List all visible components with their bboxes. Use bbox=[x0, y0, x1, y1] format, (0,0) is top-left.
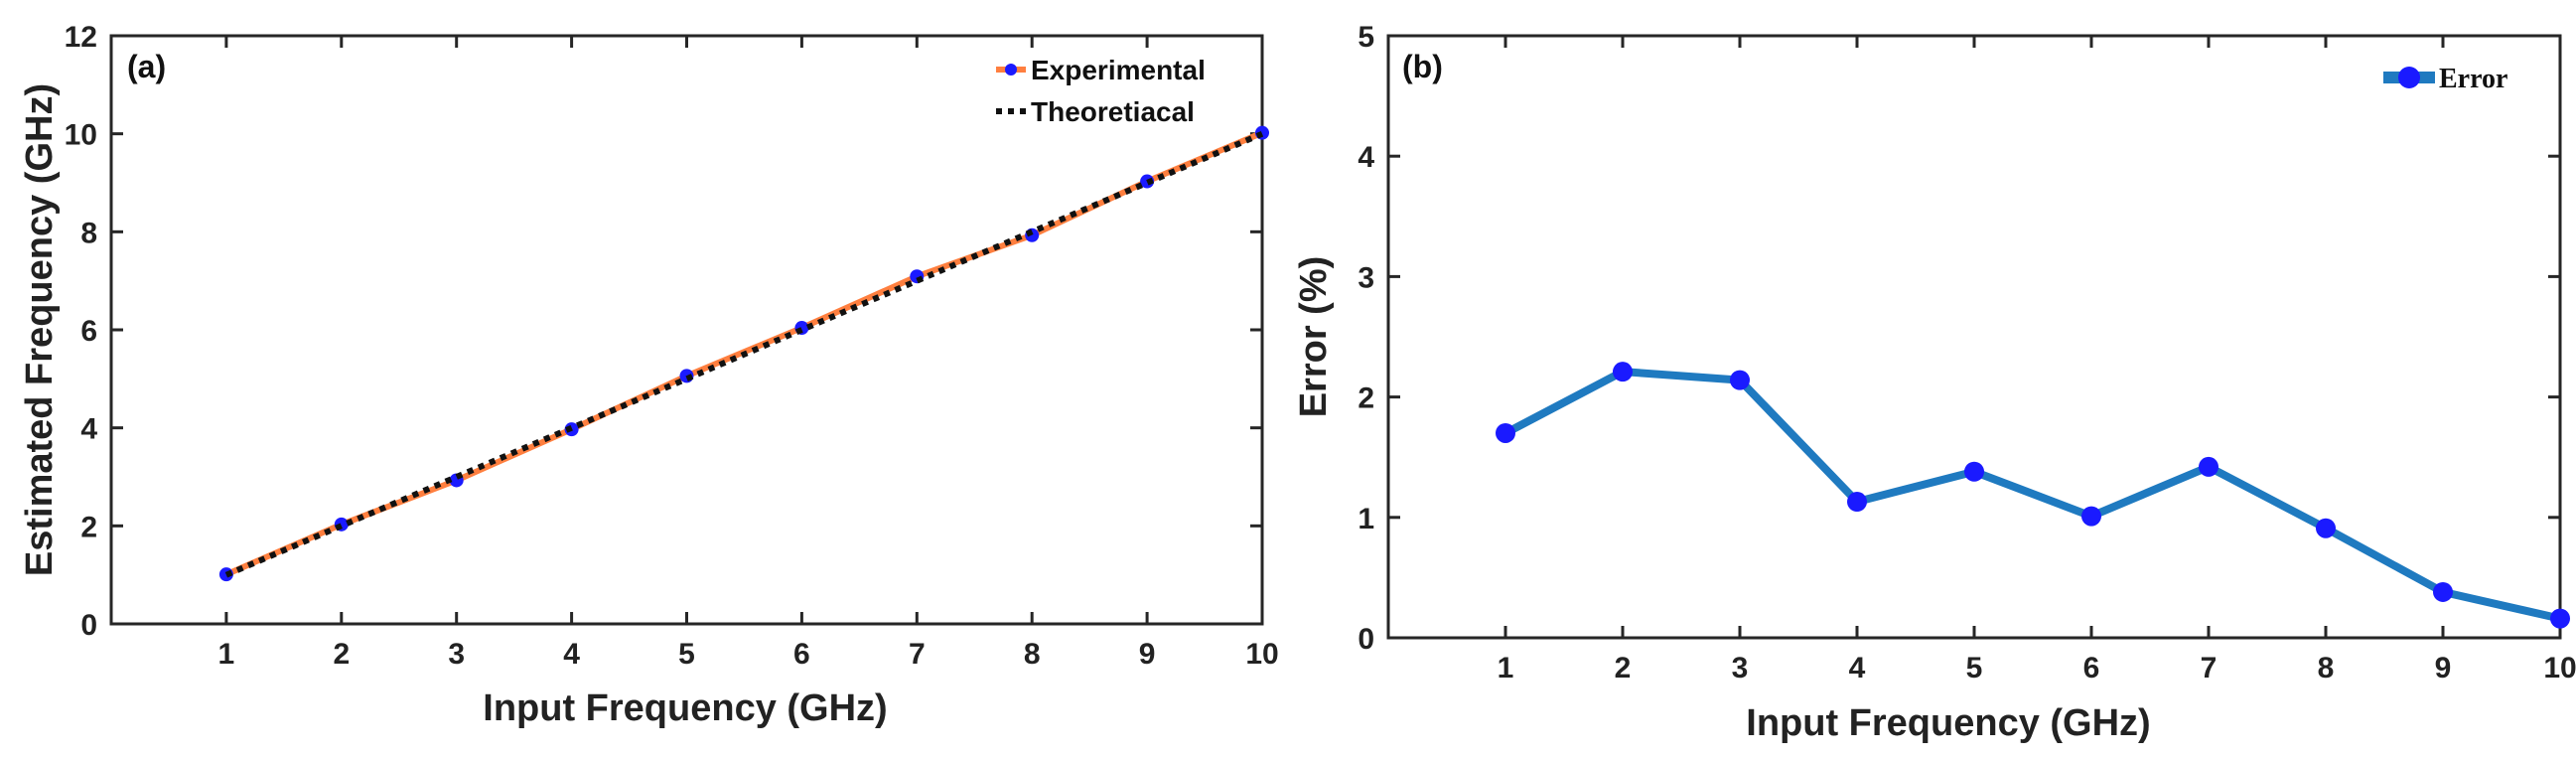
x-tick-label: 10 bbox=[2543, 652, 2576, 684]
y-tick-label: 4 bbox=[1358, 141, 1374, 174]
y-tick-label: 3 bbox=[1358, 261, 1374, 294]
y-tick-label: 6 bbox=[80, 315, 97, 348]
x-tick-label: 1 bbox=[1498, 652, 1514, 684]
x-tick-label: 3 bbox=[448, 638, 465, 671]
legend-marker-experimental bbox=[1005, 64, 1017, 76]
x-tick-label: 6 bbox=[793, 638, 810, 671]
data-point-error bbox=[1496, 422, 1515, 443]
x-axis-label: Input Frequency (GHz) bbox=[1746, 702, 2150, 744]
plot-frame-b bbox=[1386, 34, 2562, 640]
y-tick-label: 1 bbox=[1358, 503, 1374, 535]
data-point-error bbox=[1964, 461, 1984, 482]
y-tick-label: 10 bbox=[65, 119, 97, 152]
y-axis-label: Estimated Frequency (GHz) bbox=[19, 83, 61, 576]
x-tick-label: 8 bbox=[1024, 638, 1041, 671]
y-tick-label: 2 bbox=[1358, 382, 1374, 415]
x-tick-label: 1 bbox=[218, 638, 235, 671]
x-axis-label: Input Frequency (GHz) bbox=[483, 687, 887, 729]
data-point-error bbox=[2199, 456, 2218, 477]
x-tick-label: 7 bbox=[909, 638, 926, 671]
y-tick-label: 5 bbox=[1358, 21, 1374, 54]
x-tick-label: 7 bbox=[2201, 652, 2218, 684]
legend-marker-error bbox=[2398, 67, 2420, 88]
y-tick-label: 2 bbox=[80, 511, 97, 543]
x-tick-label: 10 bbox=[1245, 638, 1278, 671]
data-point-error bbox=[2316, 518, 2336, 538]
x-tick-label: 5 bbox=[678, 638, 695, 671]
x-tick-label: 8 bbox=[2318, 652, 2335, 684]
data-point-error bbox=[1847, 492, 1867, 513]
data-point-error bbox=[2081, 506, 2101, 527]
x-tick-label: 5 bbox=[1966, 652, 1983, 684]
legend-label-theoretiacal: Theoretiacal bbox=[1031, 96, 1195, 127]
panel-label: (b) bbox=[1402, 49, 1443, 84]
data-point-error bbox=[2433, 581, 2453, 602]
x-tick-label: 6 bbox=[2083, 652, 2100, 684]
x-tick-label: 3 bbox=[1732, 652, 1749, 684]
y-tick-label: 4 bbox=[80, 413, 97, 446]
panel-label: (a) bbox=[127, 49, 166, 84]
legend-label-experimental: Experimental bbox=[1031, 55, 1206, 85]
y-tick-label: 12 bbox=[65, 21, 97, 54]
x-tick-label: 9 bbox=[1139, 638, 1156, 671]
y-tick-label: 0 bbox=[80, 609, 97, 642]
x-tick-label: 2 bbox=[333, 638, 350, 671]
x-tick-label: 2 bbox=[1615, 652, 1632, 684]
data-point-error bbox=[1730, 370, 1750, 390]
data-point-experimental bbox=[1025, 228, 1040, 242]
x-tick-label: 9 bbox=[2435, 652, 2452, 684]
y-tick-label: 8 bbox=[80, 217, 97, 249]
series-line-theoretiacal bbox=[224, 130, 1264, 578]
y-tick-label: 0 bbox=[1358, 623, 1374, 656]
x-tick-label: 4 bbox=[1849, 652, 1866, 684]
legend-label-error: Error bbox=[2439, 64, 2507, 94]
y-axis-label: Error (%) bbox=[1293, 256, 1335, 418]
x-tick-label: 4 bbox=[563, 638, 580, 671]
data-point-error bbox=[2550, 608, 2570, 629]
chart-panel-b: 1 2 3 4 5 6 7 8 9 10 0 1 2 3 4 5 Input Frequency (GHz) Er… bbox=[1293, 21, 2576, 744]
data-point-error bbox=[1613, 362, 1633, 382]
series-line-error bbox=[1502, 368, 2564, 623]
